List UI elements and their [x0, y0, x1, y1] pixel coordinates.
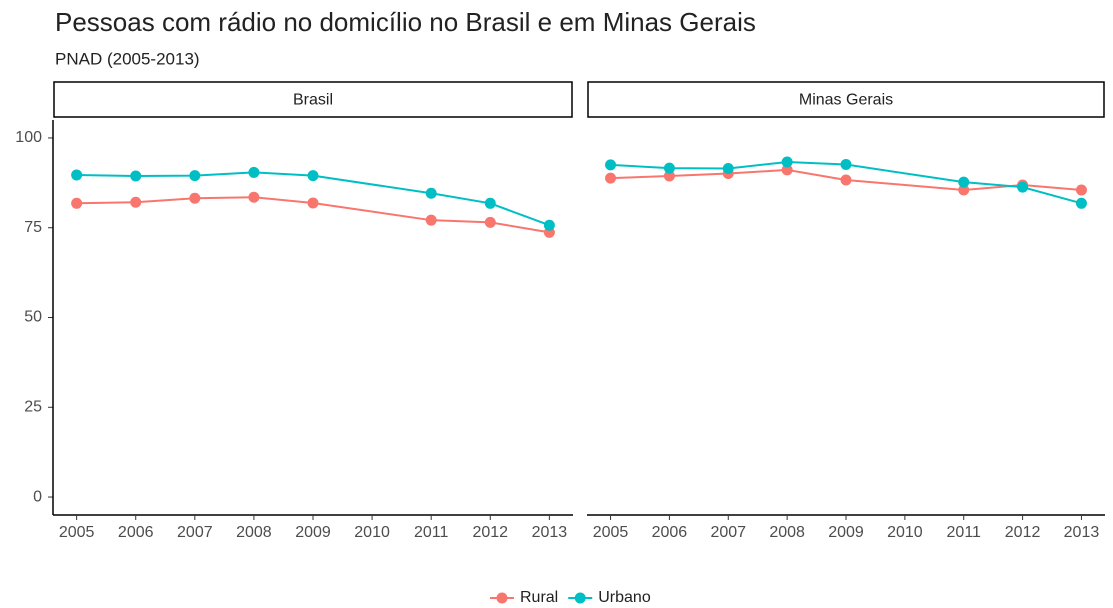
data-point: [958, 184, 970, 196]
x-tick-label: 2005: [593, 524, 629, 541]
x-tick-label: 2013: [1064, 524, 1100, 541]
series-line: [76, 171, 550, 227]
data-point: [71, 169, 83, 181]
data-point: [425, 214, 437, 226]
data-point: [663, 170, 675, 182]
facet-title: Minas Gerais: [799, 92, 893, 109]
data-point: [781, 156, 793, 168]
data-point: [605, 172, 617, 184]
y-tick-label: 25: [24, 398, 42, 415]
data-point: [1075, 184, 1087, 196]
legend-marker: [574, 592, 586, 604]
y-tick-label: 75: [24, 219, 42, 236]
x-tick-label: 2008: [236, 524, 272, 541]
chart-title: Pessoas com rádio no domicílio no Brasil…: [55, 7, 756, 37]
y-tick-label: 100: [15, 129, 42, 146]
data-point: [958, 176, 970, 188]
legend-marker: [496, 592, 508, 604]
data-point: [840, 159, 852, 171]
data-point: [605, 159, 617, 171]
data-point: [425, 187, 437, 199]
y-tick-label: 0: [33, 488, 42, 505]
data-point: [130, 170, 142, 182]
facet-title: Brasil: [293, 92, 333, 109]
data-point: [722, 162, 734, 174]
data-point: [484, 216, 496, 228]
data-point: [248, 166, 260, 178]
data-point: [189, 192, 201, 204]
y-tick-label: 50: [24, 309, 42, 326]
data-point: [781, 164, 793, 176]
x-tick-label: 2012: [472, 524, 508, 541]
data-point: [130, 196, 142, 208]
x-tick-label: 2009: [295, 524, 331, 541]
data-point: [840, 174, 852, 186]
facet-strip: [53, 81, 573, 118]
legend-label: Urbano: [598, 589, 651, 606]
data-point: [663, 162, 675, 174]
facet-strip: [587, 81, 1105, 118]
x-tick-label: 2011: [947, 524, 982, 541]
chart-subtitle: PNAD (2005-2013): [55, 49, 200, 68]
data-point: [71, 197, 83, 209]
x-tick-label: 2008: [769, 524, 805, 541]
series-line: [76, 196, 550, 234]
data-point: [189, 170, 201, 182]
x-tick-label: 2009: [828, 524, 864, 541]
x-tick-label: 2007: [710, 524, 746, 541]
x-tick-label: 2007: [177, 524, 213, 541]
x-tick-label: 2006: [118, 524, 154, 541]
x-tick-label: 2005: [59, 524, 95, 541]
data-point: [1075, 197, 1087, 209]
x-tick-label: 2011: [414, 524, 449, 541]
x-tick-label: 2010: [887, 524, 923, 541]
data-point: [307, 170, 319, 182]
data-point: [307, 197, 319, 209]
series-line: [610, 161, 1082, 205]
x-tick-label: 2013: [532, 524, 568, 541]
data-point: [484, 197, 496, 209]
x-tick-label: 2006: [652, 524, 688, 541]
data-point: [248, 191, 260, 203]
data-point: [543, 219, 555, 231]
data-point: [1017, 181, 1029, 193]
x-tick-label: 2012: [1005, 524, 1041, 541]
legend-label: Rural: [520, 589, 558, 606]
x-tick-label: 2010: [354, 524, 390, 541]
